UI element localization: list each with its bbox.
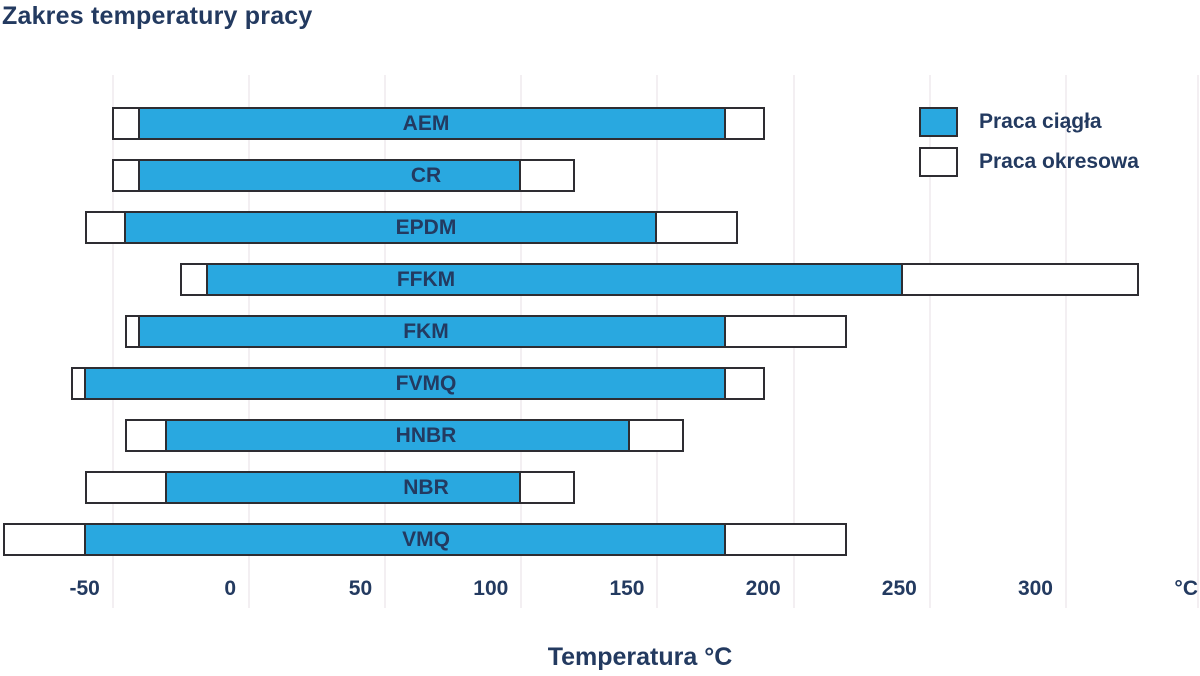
bar-label-nbr: NBR xyxy=(403,476,449,499)
bar-label-ffkm: FFKM xyxy=(396,268,456,291)
gridline xyxy=(1064,75,1067,608)
bar-label-aem: AEM xyxy=(402,112,450,135)
bar-row-fkm: FKM xyxy=(125,315,848,348)
gridline xyxy=(1197,75,1199,608)
bar-row-nbr: NBR xyxy=(84,471,575,504)
bar-row-epdm: EPDM xyxy=(84,211,739,244)
chart-title: Zakres temperatury pracy xyxy=(2,2,313,30)
bar-row-hnbr: HNBR xyxy=(125,419,684,452)
x-tick-0: 0 xyxy=(224,577,236,600)
gridline xyxy=(111,75,114,608)
bar-continuous-ffkm xyxy=(206,265,903,294)
x-axis-unit: °C xyxy=(1174,577,1198,600)
bar-continuous-fvmq xyxy=(83,369,726,398)
bar-label-fvmq: FVMQ xyxy=(395,372,457,395)
bar-continuous-epdm xyxy=(124,213,658,242)
x-tick-300: 300 xyxy=(1017,577,1053,600)
gridline xyxy=(928,75,931,608)
bar-row-fvmq: FVMQ xyxy=(70,367,766,400)
bar-label-epdm: EPDM xyxy=(395,216,457,239)
bar-label-hnbr: HNBR xyxy=(395,424,457,447)
bar-row-aem: AEM xyxy=(111,107,766,140)
bar-continuous-nbr xyxy=(165,473,522,502)
x-tick-150: 150 xyxy=(609,577,645,600)
bar-continuous-aem xyxy=(138,109,726,138)
x-tick-200: 200 xyxy=(745,577,781,600)
bar-continuous-vmq xyxy=(83,525,726,554)
legend-label-continuous: Praca ciągła xyxy=(979,110,1102,133)
legend-swatch-periodic xyxy=(919,147,958,177)
bar-label-vmq: VMQ xyxy=(402,528,450,551)
bar-row-vmq: VMQ xyxy=(2,523,848,556)
x-tick-250: 250 xyxy=(881,577,917,600)
bar-continuous-fkm xyxy=(138,317,726,346)
x-axis-title: Temperatura °C xyxy=(547,643,733,671)
x-tick--50: -50 xyxy=(69,577,100,600)
bar-label-fkm: FKM xyxy=(403,320,449,343)
x-tick-100: 100 xyxy=(473,577,509,600)
bar-row-ffkm: FFKM xyxy=(179,263,1139,296)
bar-label-cr: CR xyxy=(410,164,442,187)
bar-continuous-cr xyxy=(138,161,522,190)
legend-label-periodic: Praca okresowa xyxy=(979,150,1139,173)
legend-swatch-continuous xyxy=(919,107,958,137)
bar-continuous-hnbr xyxy=(165,421,631,450)
x-tick-50: 50 xyxy=(348,577,373,600)
bar-row-cr: CR xyxy=(111,159,575,192)
